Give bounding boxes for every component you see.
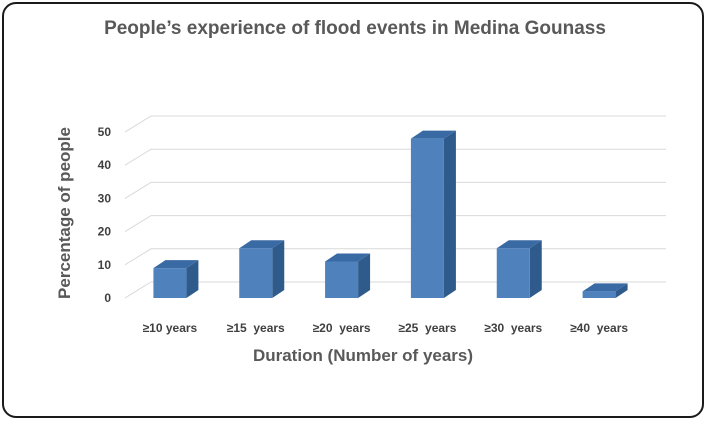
grid-line [124, 148, 666, 166]
bar-front [410, 138, 444, 298]
bar [410, 130, 456, 298]
grid-line [124, 115, 666, 133]
bar [582, 283, 628, 298]
x-category-label: ≥30 years [484, 321, 542, 335]
grid-lines [124, 115, 666, 299]
bar-side [272, 240, 285, 298]
bar-top [325, 253, 371, 262]
grid-line [124, 281, 666, 299]
y-tick-label: 50 [98, 125, 112, 139]
y-tick-label: 40 [98, 158, 112, 172]
y-axis-label: Percentage of people [55, 127, 74, 299]
y-tick-label: 30 [98, 191, 112, 205]
bar-front [239, 248, 273, 298]
grid-line [124, 215, 666, 233]
x-category-label: ≥40 years [570, 321, 628, 335]
x-category-label: ≥10 years [143, 321, 198, 335]
bar-side [358, 253, 371, 298]
x-category-label: ≥25 years [398, 321, 456, 335]
bar-side [443, 130, 456, 298]
chart-title: People’s experience of flood events in M… [104, 18, 606, 39]
x-category-label: ≥15 years [227, 321, 285, 335]
x-axis-categories: ≥10 years ≥15 years ≥20 years ≥25 years ≥30 … [143, 321, 629, 335]
bar-top [496, 240, 542, 249]
bar-front [325, 261, 359, 298]
bar [496, 240, 542, 298]
bar-front [582, 291, 616, 298]
bar-top [239, 240, 285, 249]
y-tick-label: 20 [98, 225, 112, 239]
bar-side [186, 260, 199, 298]
bar-top [410, 130, 456, 139]
bars [153, 130, 628, 298]
grid-line [124, 181, 666, 199]
bar [153, 260, 199, 298]
y-tick-label: 10 [98, 258, 112, 272]
bar-side [615, 283, 628, 298]
bar [239, 240, 285, 298]
bar [325, 253, 371, 298]
x-category-label: ≥20 years [313, 321, 371, 335]
bar-top [582, 283, 628, 292]
chart-frame [2, 2, 704, 418]
y-tick-label: 0 [104, 291, 111, 305]
bar-front [496, 248, 530, 298]
x-axis-label: Duration (Number of years) [253, 346, 473, 365]
bar-side [529, 240, 542, 298]
y-axis-ticks: 0 10 20 30 40 50 [98, 125, 112, 305]
bar-front [153, 268, 187, 298]
grid-line [124, 248, 666, 266]
bar-top [153, 260, 199, 269]
